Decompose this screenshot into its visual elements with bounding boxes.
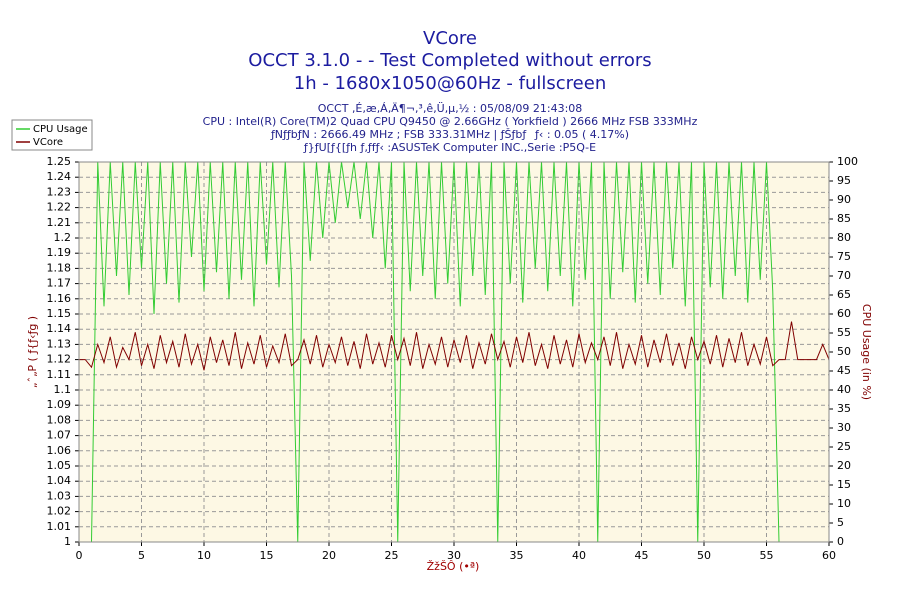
x-tick-label: 60 [822, 549, 836, 562]
y-tick-label: 1.17 [47, 277, 72, 290]
y2-tick-label: 15 [837, 478, 851, 491]
y-tick-label: 1.22 [47, 201, 72, 214]
x-tick-label: 35 [510, 549, 524, 562]
y-tick-label: 1.09 [47, 398, 72, 411]
y-tick-label: 1.24 [47, 170, 72, 183]
info-line: CPU : Intel(R) Core(TM)2 Quad CPU Q9450 … [203, 115, 698, 128]
y2-tick-label: 80 [837, 231, 851, 244]
x-tick-label: 45 [635, 549, 649, 562]
y-tick-label: 1.1 [54, 383, 72, 396]
y-axis-label: „ˆ„P ( ƒ{ƒ‹ƒg ) [26, 316, 39, 388]
x-tick-label: 5 [138, 549, 145, 562]
y2-tick-label: 40 [837, 383, 851, 396]
y-tick-label: 1 [64, 535, 71, 548]
y2-tick-label: 30 [837, 421, 851, 434]
y-tick-label: 1.2 [54, 231, 72, 244]
y-tick-label: 1.01 [47, 520, 72, 533]
y2-axis-label: CPU Usage (in %) [860, 304, 873, 400]
y-tick-label: 1.25 [47, 155, 72, 168]
y2-tick-label: 70 [837, 269, 851, 282]
y2-tick-label: 60 [837, 307, 851, 320]
info-line: ƒNƒƒbƒN : 2666.49 MHz ; FSB 333.31MHz | … [270, 128, 629, 141]
info-line: ƒ}ƒU[ƒ{[ƒh ƒ‚ƒfƒ‹ :ASUSTeK Computer INC.… [303, 141, 596, 154]
subtitle: 1h - 1680x1050@60Hz - fullscreen [294, 73, 606, 94]
y-tick-label: 1.19 [47, 246, 72, 259]
y2-tick-label: 5 [837, 516, 844, 529]
x-tick-label: 25 [385, 549, 399, 562]
y2-tick-label: 25 [837, 440, 851, 453]
legend-box [11, 119, 93, 151]
y-tick-label: 1.16 [47, 292, 72, 305]
y-tick-label: 1.13 [47, 337, 72, 350]
y2-tick-label: 35 [837, 402, 851, 415]
frame [78, 161, 830, 543]
info-line: OCCT ‚É‚æ‚Á‚Ä¶¬‚³‚ê‚Ü‚µ‚½ : 05/08/09 21:… [318, 102, 583, 115]
y-tick-label: 1.23 [47, 185, 72, 198]
x-tick-label: 15 [260, 549, 274, 562]
y2-tick-label: 45 [837, 364, 851, 377]
y2-tick-label: 85 [837, 212, 851, 225]
y-tick-label: 1.18 [47, 261, 72, 274]
y2-tick-label: 95 [837, 174, 851, 187]
y2-tick-label: 50 [837, 345, 851, 358]
y-tick-label: 1.07 [47, 429, 72, 442]
chart-title: VCore [423, 28, 477, 49]
y2-tick-label: 10 [837, 497, 851, 510]
x-axis-label: ŽžŠÔ (•ª) [427, 560, 480, 573]
y-tick-label: 1.14 [47, 322, 72, 335]
y-tick-label: 1.05 [47, 459, 72, 472]
y-tick-label: 1.15 [47, 307, 72, 320]
subtitle: OCCT 3.1.0 - - Test Completed without er… [248, 50, 651, 71]
y-tick-label: 1.12 [47, 353, 72, 366]
legend-label: VCore [33, 137, 63, 148]
y-tick-label: 1.06 [47, 444, 72, 457]
x-tick-label: 30 [447, 549, 461, 562]
x-tick-label: 40 [572, 549, 586, 562]
x-tick-label: 55 [760, 549, 774, 562]
y-tick-label: 1.08 [47, 413, 72, 426]
y-tick-label: 1.04 [47, 474, 72, 487]
x-tick-label: 10 [197, 549, 211, 562]
y-tick-label: 1.02 [47, 505, 72, 518]
y2-tick-label: 75 [837, 250, 851, 263]
y2-tick-label: 90 [837, 193, 851, 206]
x-tick-label: 0 [76, 549, 83, 562]
x-tick-label: 50 [697, 549, 711, 562]
y-tick-label: 1.03 [47, 489, 72, 502]
y-tick-label: 1.21 [47, 216, 72, 229]
y2-tick-label: 65 [837, 288, 851, 301]
series-line [79, 321, 830, 371]
y-tick-label: 1.11 [47, 368, 72, 381]
y2-tick-label: 0 [837, 535, 844, 548]
y2-tick-label: 55 [837, 326, 851, 339]
x-tick-label: 20 [322, 549, 336, 562]
y2-tick-label: 20 [837, 459, 851, 472]
y2-tick-label: 100 [837, 155, 858, 168]
legend-label: CPU Usage [33, 124, 88, 135]
